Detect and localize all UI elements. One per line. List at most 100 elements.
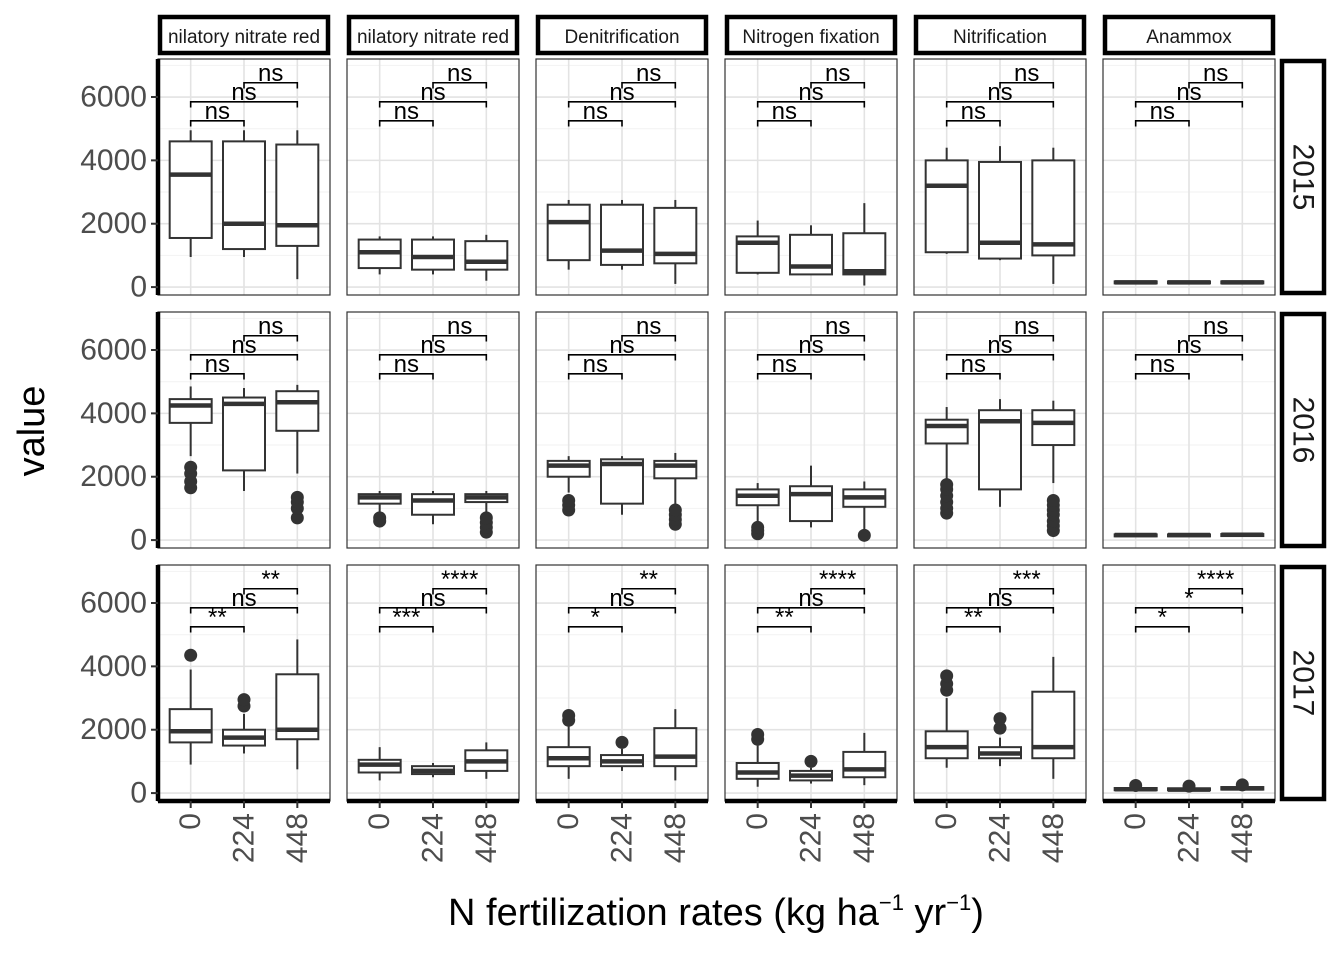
significance-bracket: [189, 119, 245, 127]
significance-label: ns: [636, 313, 661, 340]
significance-bracket: [810, 81, 866, 89]
significance-label: ns: [825, 60, 850, 87]
panel-border: [724, 311, 898, 549]
box-224: [978, 146, 1022, 261]
significance-label: *: [591, 604, 600, 631]
box-iqr: [653, 727, 698, 768]
y-tick-label: 0: [130, 524, 147, 557]
facet-panel: **ns**: [155, 564, 331, 804]
box-iqr: [1031, 159, 1076, 257]
x-axis-title-open-paren: (: [773, 892, 786, 934]
box-448: [464, 234, 509, 281]
significance-label: ns: [447, 60, 472, 87]
box-0: [924, 669, 969, 768]
outlier-point: [993, 712, 1007, 726]
significance-bracket: [189, 372, 245, 380]
outlier-point: [751, 727, 765, 741]
significance-bracket: [756, 606, 866, 614]
box-iqr: [275, 143, 320, 247]
significance-bracket: [810, 334, 866, 342]
significance-bracket: [378, 119, 434, 127]
box-0: [735, 483, 780, 541]
box-224: [411, 490, 455, 525]
panel-border: [913, 58, 1087, 296]
column-strip-box: [157, 14, 331, 56]
significance-label: ns: [1203, 313, 1228, 340]
column-strip-label: Nitrogen fixation: [742, 27, 879, 48]
outlier-point: [1182, 779, 1196, 793]
column-strip-box: [1102, 14, 1276, 56]
outlier-point: [562, 708, 576, 722]
box-224: [1167, 779, 1211, 793]
significance-bracket: [999, 334, 1055, 342]
panel-border: [1102, 58, 1276, 296]
significance-bracket: [567, 353, 677, 361]
box-448: [1220, 280, 1265, 285]
x-tick-label: 448: [659, 813, 692, 863]
box-448: [653, 709, 698, 781]
significance-bracket: [756, 100, 866, 108]
x-tick-label: 224: [417, 813, 450, 863]
box-0: [924, 147, 969, 254]
box-0: [735, 727, 780, 787]
column-strip-box: [535, 14, 709, 56]
outlier-point: [1129, 778, 1143, 792]
x-axis-title-exp1: −1: [879, 890, 904, 915]
outlier-point: [562, 493, 576, 507]
significance-bracket: [567, 625, 623, 633]
box-224: [600, 456, 644, 515]
x-tick-label: 448: [848, 813, 881, 863]
outlier-point: [373, 511, 387, 525]
outlier-point: [615, 735, 629, 749]
box-0: [357, 236, 402, 275]
significance-bracket: [945, 119, 1001, 127]
box-448: [1031, 400, 1076, 538]
facet-panel: ***ns****: [346, 564, 520, 804]
box-iqr: [411, 238, 455, 271]
significance-bracket: [945, 353, 1055, 361]
panel-border: [346, 58, 520, 296]
x-tick-label: 0: [930, 813, 963, 830]
axis-layer: 0 2000 4000 6000 0 2000 4000 6000 0 2000 4000 6000 0…: [80, 81, 1259, 864]
box-224: [789, 225, 833, 276]
significance-label: **: [208, 604, 227, 631]
box-0: [357, 747, 402, 781]
column-strip-box: [346, 14, 520, 56]
y-tick-label: 0: [130, 271, 147, 304]
box-iqr: [789, 485, 833, 523]
x-tick-label: 224: [228, 813, 261, 863]
panel-border: [535, 311, 709, 549]
significance-bracket: [432, 81, 488, 89]
outlier-point: [184, 648, 198, 662]
box-iqr: [411, 493, 455, 516]
x-axis-title-unit-yr: yr: [904, 892, 947, 934]
significance-bracket: [756, 353, 866, 361]
panel-border: [346, 311, 520, 549]
box-iqr: [842, 750, 887, 779]
box-448: [1031, 656, 1076, 779]
box-iqr: [600, 203, 644, 266]
significance-bracket: [621, 587, 677, 595]
significance-label: ns: [1203, 60, 1228, 87]
box-448: [275, 384, 320, 525]
significance-label: ns: [636, 60, 661, 87]
outlier-point: [237, 693, 251, 707]
row-strip-box: [1279, 564, 1327, 802]
box-224: [222, 693, 266, 754]
column-strip-label: Nitrification: [953, 27, 1047, 48]
significance-bracket: [1188, 334, 1244, 342]
box-iqr: [168, 398, 213, 424]
significance-bracket: [567, 372, 623, 380]
y-axis-title: value: [11, 386, 53, 477]
box-448: [842, 203, 887, 286]
significance-bracket: [756, 119, 812, 127]
outlier-point: [751, 520, 765, 534]
column-strip-label: Denitrification: [564, 27, 679, 48]
x-tick-label: 0: [1119, 813, 1152, 830]
significance-label: ns: [447, 313, 472, 340]
